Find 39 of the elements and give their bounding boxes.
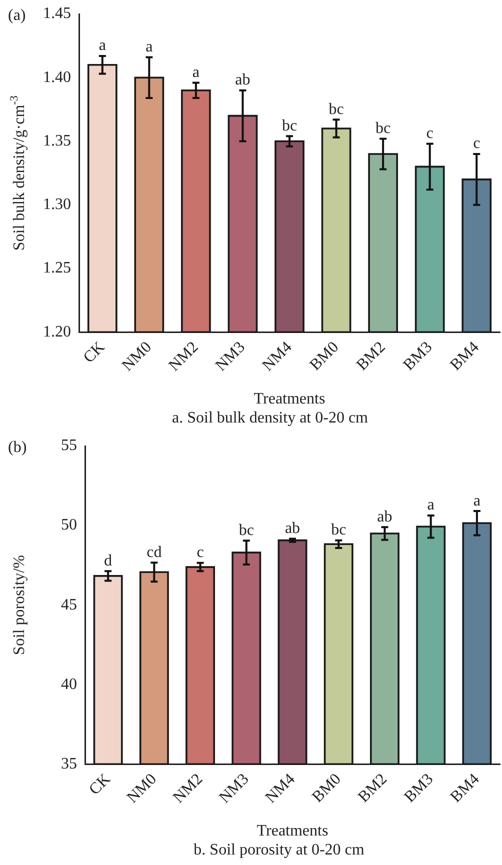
y-axis-title: Soil bulk density/g·cm-3 [8,95,28,251]
y-tick-label: 55 [61,437,77,454]
y-tick-label: 1.40 [43,68,71,86]
x-tick-label: CK [80,338,108,366]
data-label: a [146,38,153,56]
data-label: ab [284,520,300,537]
data-label: bc [328,100,344,118]
y-tick-label: 1.35 [43,132,71,150]
text: (b) [8,439,27,456]
y-tick-label: 40 [61,676,77,693]
data-label: a [427,496,434,514]
data-label: a [192,64,200,81]
data-label: a [473,492,480,510]
x-axis-title: Treatments [256,822,328,840]
x-tick-label: CK [86,770,114,798]
text: b. Soil porosity at 0-20 cm [194,842,365,859]
data-label: bc [282,117,298,134]
data-label: cd [146,544,162,561]
y-tick-label: 1.45 [43,5,71,22]
data-label: bc [331,522,346,539]
data-label: d [104,552,112,570]
data-label: a [98,37,106,54]
data-label: c [196,544,204,562]
y-axis-title: Soil porosity/% [11,555,28,656]
y-tick-label: 1.30 [43,196,71,214]
data-label: bc [238,522,254,539]
y-tick-label: 35 [61,755,77,772]
text: (a) [8,7,26,24]
y-tick-label: 1.25 [43,260,71,277]
data-label: ab [377,508,392,526]
data-label: bc [376,120,391,137]
data-label: c [426,125,434,142]
data-label: ab [235,72,250,89]
text: a. Soil bulk density at 0-20 cm [172,410,369,427]
y-tick-label: 45 [61,596,77,614]
x-axis-title: Treatments [254,390,326,408]
y-tick-label: 50 [61,516,77,534]
y-tick-label: 1.20 [43,323,71,340]
data-label: c [473,135,480,152]
